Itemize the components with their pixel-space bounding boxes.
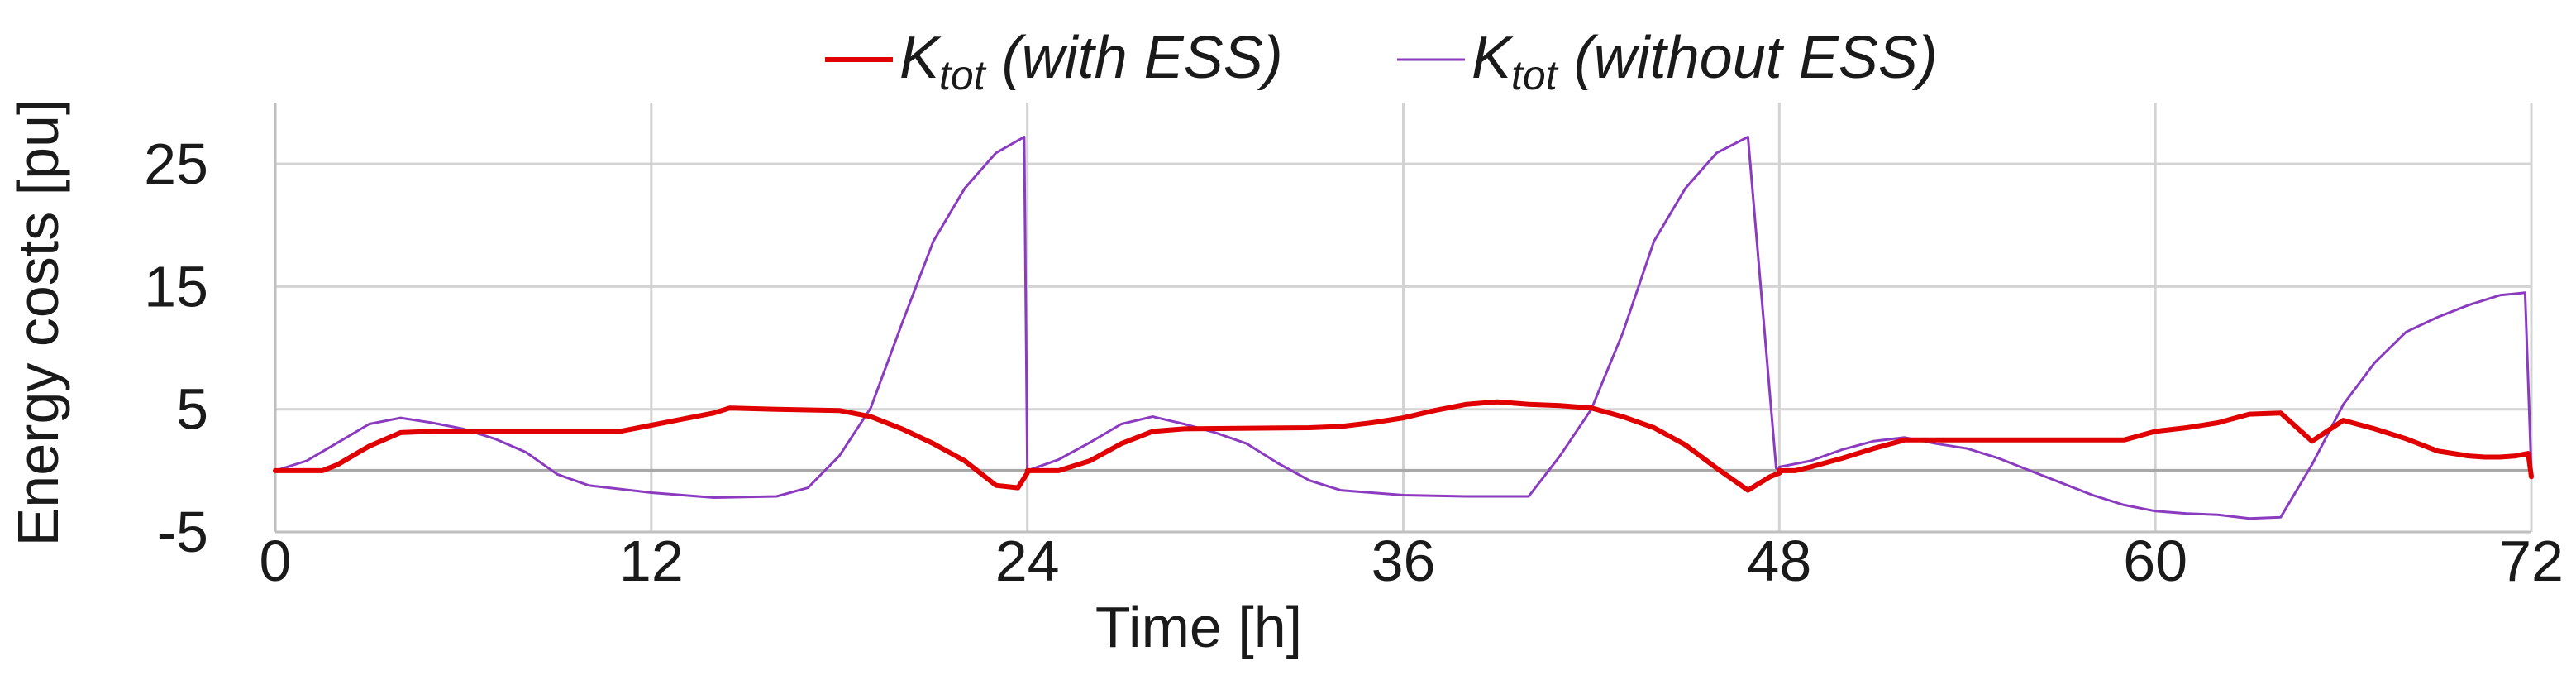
x-tick-label-36: 36 — [1371, 529, 1436, 593]
x-tick-label-60: 60 — [2123, 529, 2187, 593]
x-tick-labels: 0 12 24 36 48 60 72 — [260, 529, 2564, 593]
series-line-with-ess — [273, 399, 2534, 493]
series-line-without-ess — [274, 136, 2533, 520]
y-tick-labels: -5 5 15 25 — [144, 132, 208, 564]
legend-label-without-ess: Ktot (without ESS) — [1472, 25, 1938, 98]
legend-entry-with-ess: Ktot (with ESS) — [825, 25, 1283, 98]
y-tick-label-5: 5 — [176, 377, 208, 442]
y-axis-title: Energy costs [pu] — [6, 99, 70, 547]
series-lines — [273, 136, 2534, 520]
legend: Ktot (with ESS) Ktot (without ESS) — [825, 25, 1938, 98]
y-tick-label-15: 15 — [144, 254, 208, 319]
y-tick-label--5: -5 — [157, 500, 208, 564]
x-tick-label-48: 48 — [1747, 529, 1811, 593]
x-tick-label-24: 24 — [995, 529, 1060, 593]
legend-entry-without-ess: Ktot (without ESS) — [1397, 25, 1938, 98]
x-axis-title: Time [h] — [1095, 595, 1302, 659]
legend-label-with-ess: Ktot (with ESS) — [899, 25, 1283, 98]
y-tick-label-25: 25 — [144, 132, 208, 196]
x-tick-label-12: 12 — [619, 529, 684, 593]
x-tick-label-0: 0 — [260, 529, 292, 593]
x-tick-label-72: 72 — [2499, 529, 2564, 593]
grid-lines — [274, 103, 2533, 534]
